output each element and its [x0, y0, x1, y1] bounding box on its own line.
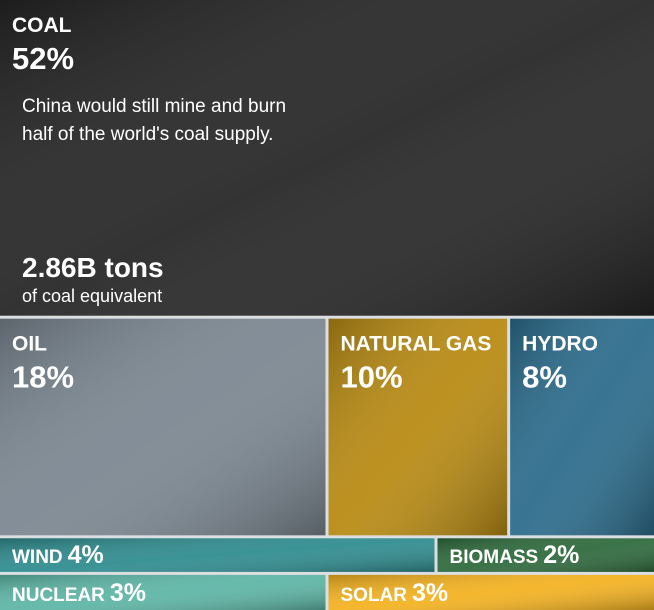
tile-texture [437, 538, 654, 572]
tile-texture [328, 574, 654, 610]
category-name: HYDRO [522, 333, 598, 356]
tile-texture [0, 574, 326, 610]
annotation: 2.86B tons [22, 252, 164, 283]
category-name: WIND [12, 547, 63, 568]
value-label: 8% [522, 360, 567, 395]
category-name: NATURAL GAS [341, 333, 492, 356]
category-name: NUCLEAR [12, 585, 105, 606]
value-label: 18% [12, 360, 74, 395]
category-name: COAL [12, 14, 72, 37]
tile-texture [0, 0, 654, 316]
tile-label: SOLAR 3% [341, 579, 449, 607]
value-label: 3% [110, 579, 146, 607]
value-label: 4% [68, 541, 104, 569]
tile-texture [0, 538, 435, 572]
tile-label: BIOMASS 2% [450, 541, 580, 569]
value-label: 52% [12, 41, 74, 76]
tile-texture [328, 318, 508, 536]
tile-texture [510, 318, 654, 536]
annotation: of coal equivalent [22, 286, 162, 306]
value-label: 2% [543, 541, 579, 569]
value-label: 3% [412, 579, 448, 607]
annotation: China would still mine and burn [22, 96, 286, 117]
tile-label: NUCLEAR 3% [12, 579, 146, 607]
tile-label: WIND 4% [12, 541, 104, 569]
tile-texture [0, 318, 326, 536]
value-label: 10% [341, 360, 403, 395]
category-name: OIL [12, 333, 47, 356]
annotation: half of the world's coal supply. [22, 124, 273, 145]
category-name: SOLAR [341, 585, 408, 606]
category-name: BIOMASS [450, 547, 539, 568]
